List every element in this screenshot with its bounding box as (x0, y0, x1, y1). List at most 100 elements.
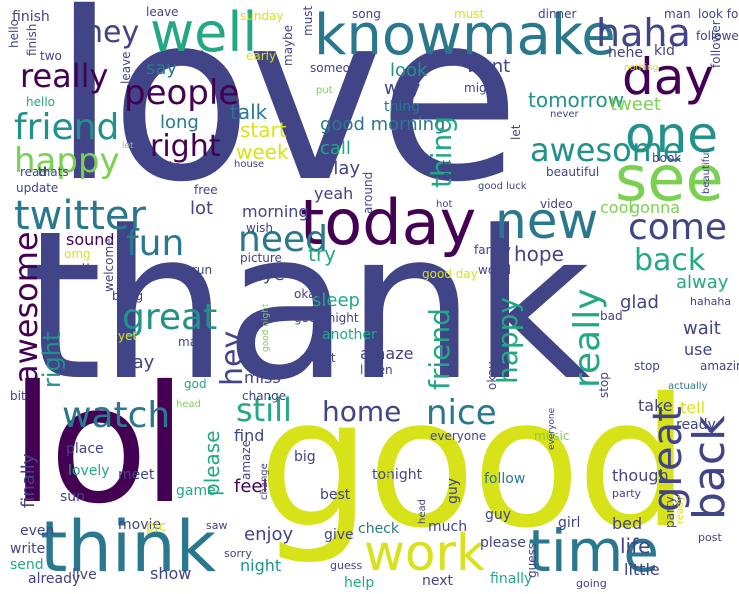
word-last: must (301, 5, 315, 36)
word-come: come (628, 207, 728, 248)
word-tweet: awesome (530, 131, 683, 169)
word-think: think (40, 506, 217, 588)
word-finish: video (540, 197, 573, 211)
word-though: little (624, 560, 660, 579)
word-hour: welcome (102, 238, 116, 292)
word-everyone: live (72, 567, 97, 583)
word-end: around (361, 171, 375, 214)
word-thank: thank (22, 188, 591, 426)
word-finally: finally (18, 453, 39, 508)
word-time: time (528, 517, 660, 585)
word-miss: long (160, 112, 199, 133)
word-best: take (638, 396, 673, 415)
word-listen: help (344, 575, 375, 591)
word-new: new (495, 192, 599, 250)
word-tell: glad (620, 292, 659, 313)
word-thats: book (652, 151, 682, 165)
word-day: day (622, 48, 714, 106)
word-gonna: play (322, 158, 361, 179)
word-bit: follower (709, 20, 723, 68)
word-give: tell (680, 398, 706, 417)
word-mean: picture (240, 251, 282, 265)
word-free: never (550, 109, 579, 120)
word-little: gonna (630, 198, 681, 217)
word-good-luck: saw (206, 519, 228, 532)
word-yeah: talk (230, 100, 268, 124)
word-people: back (634, 243, 706, 278)
word-lol: lol (10, 352, 187, 540)
word-wow: yet (118, 329, 138, 343)
word-stuff: world (478, 263, 512, 277)
word-hear: early (246, 49, 277, 63)
word-pretty: let (509, 124, 523, 140)
word-friend: friend (423, 308, 456, 390)
word-video: change (259, 463, 270, 500)
word-family: saw (383, 468, 394, 488)
word-stop: party (612, 487, 642, 500)
word-pic: big (294, 449, 316, 465)
word-man: stop (634, 359, 660, 373)
word-eat: hello (26, 95, 55, 109)
word-put: sweet (300, 351, 336, 365)
word-hey: hey (215, 330, 250, 386)
word-maybe: maybe (281, 24, 295, 66)
word-long: thing (384, 99, 421, 115)
word-last-night: bit (10, 389, 26, 403)
word-hello: good luck (478, 181, 527, 192)
word-soon: finish (12, 9, 50, 25)
word-bad: music (534, 429, 570, 443)
word-haha: haha (596, 11, 691, 55)
word-around: leave (146, 5, 179, 19)
word-morning: sleep (312, 290, 360, 311)
word-knowmake: knowmake (314, 3, 616, 68)
word-let: another (322, 327, 377, 343)
word-right: right (38, 331, 66, 388)
word-must: amazing (700, 359, 739, 373)
word-weekend: must (454, 7, 485, 21)
word-good: good (258, 360, 690, 567)
word-nothing: good night (261, 303, 271, 352)
word-welcome: song (352, 7, 381, 21)
word-look-forward: stop (597, 372, 611, 398)
word-start: tweet (610, 94, 661, 115)
word-amaze: guess (330, 559, 363, 572)
word-work: work (364, 524, 485, 582)
word-good-day: everyone (547, 407, 557, 450)
word-home: home (322, 395, 402, 428)
word-sweet: finally (490, 571, 533, 587)
word-excite: stuff (176, 49, 203, 63)
word-big: though (612, 466, 669, 485)
word-fun: fun (126, 223, 185, 264)
word-leave: family (474, 243, 512, 257)
word-god: nothing (624, 63, 659, 73)
word-sun: much (428, 519, 468, 535)
word-early: bad (600, 309, 623, 323)
word-wake: update (16, 181, 59, 195)
word-write: girl (558, 515, 581, 531)
word-tomorrow: hope (514, 242, 564, 266)
word-live: give (324, 527, 354, 543)
word-sunday: good day (422, 267, 478, 281)
word-today: today (300, 186, 477, 259)
word-school: thats (38, 165, 69, 179)
word-good-night: going (576, 577, 607, 590)
word-tonight: night (240, 556, 282, 575)
word-something: bring (112, 289, 144, 303)
word-two: hot (436, 199, 453, 210)
word-lunch: pretty (62, 261, 99, 275)
word-want: happy (14, 141, 120, 181)
word-alway: morning (242, 202, 309, 221)
word-funny: free (194, 183, 218, 197)
word-wish: late (158, 159, 181, 173)
word-wait: lot (190, 198, 214, 219)
word-lot: ye (263, 264, 285, 285)
word-already: check (358, 521, 399, 537)
word-help: place (66, 441, 104, 457)
word-sure: hehe (608, 45, 643, 61)
word-hahaha: ready (676, 417, 716, 433)
word-may: might (464, 81, 499, 95)
word-follower: okay (485, 361, 499, 390)
word-week: look (390, 60, 428, 81)
word-read: beautiful (546, 165, 600, 179)
